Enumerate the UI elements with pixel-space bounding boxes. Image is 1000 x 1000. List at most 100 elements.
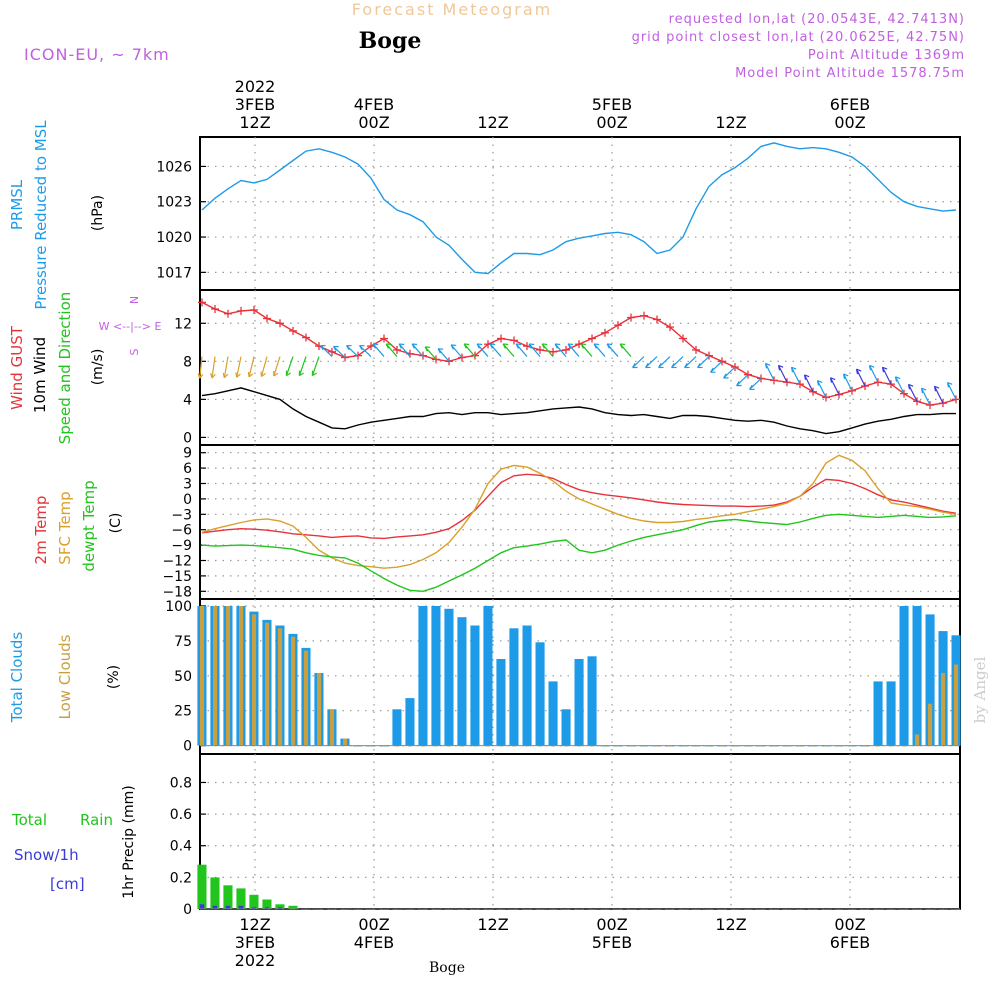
grid-point-coords: grid point closest lon,lat (20.0625E, 42…	[632, 30, 965, 45]
wind-arrow	[697, 356, 710, 369]
wind-arrow	[723, 366, 736, 379]
panels: 101710201023102604812−18−15−12−9−6−30369…	[156, 136, 961, 918]
wind-arrow	[803, 374, 814, 393]
total-label: Total	[11, 811, 47, 829]
wind-arrow	[247, 356, 255, 378]
time-axis-label: 5FEB	[592, 95, 632, 114]
wind-arrow	[273, 356, 281, 377]
wind-gust-label: Wind GUST	[8, 325, 26, 410]
temperature-ytick-label: 3	[183, 477, 192, 493]
temperature-ytick-label: −3	[171, 507, 192, 523]
footer-location: Boge	[429, 960, 465, 976]
wind-arrow	[868, 364, 879, 383]
precip-ytick-label: 0.8	[170, 775, 192, 791]
clouds-bar	[239, 606, 244, 746]
wind-arrow	[411, 343, 424, 357]
temp-unit-label: (C)	[108, 513, 124, 534]
clouds-ytick-label: 25	[174, 704, 192, 720]
clouds-bar	[522, 625, 532, 746]
gust-marker	[679, 334, 687, 343]
clouds-bar	[343, 738, 348, 746]
gust-marker	[198, 298, 206, 307]
wind-arrow	[285, 356, 294, 377]
wind-arrow	[777, 364, 788, 383]
wind-arrow	[515, 343, 528, 357]
compass-we: W <--|--> E	[99, 320, 162, 333]
wind-arrow	[580, 343, 593, 357]
wind-arrow	[424, 346, 437, 360]
wind-panel: 0 4 8 12	[174, 289, 961, 446]
temperature-ytick-label: −9	[171, 538, 192, 554]
temperature-ytick-label: 0	[183, 492, 192, 508]
temperature-series-0	[201, 473, 957, 540]
gust-marker	[510, 336, 518, 345]
time-axis-label: 4FEB	[354, 95, 394, 114]
clouds-bar	[265, 622, 270, 746]
gust-marker	[497, 334, 505, 343]
wind-arrow	[710, 360, 723, 373]
precip-bar	[210, 877, 220, 909]
gust-marker	[471, 351, 479, 360]
pressure-unit-label: (hPa)	[90, 195, 106, 231]
wind-arrow	[671, 356, 684, 369]
wind-arrow	[593, 343, 606, 357]
clouds-bar	[561, 709, 571, 746]
precip-bar	[264, 907, 270, 909]
temperature-ytick-label: −18	[162, 584, 192, 600]
temp-sfc-label: SFC Temp	[56, 491, 74, 564]
wind-arrow	[450, 344, 463, 358]
time-axis-label: 6FEB	[830, 95, 870, 114]
clouds-bar	[509, 628, 519, 746]
clouds-bar	[304, 650, 309, 746]
wind-arrow	[658, 356, 671, 369]
pressure-ytick-label: 1020	[156, 230, 192, 246]
wind-arrow	[933, 385, 944, 404]
wind-arrow	[398, 343, 411, 357]
gust-marker	[601, 328, 609, 337]
clouds-bar	[928, 703, 933, 746]
gust-marker	[354, 351, 362, 360]
pressure-labels: PRMSL Pressure Reduced to MSL (hPa)	[8, 120, 106, 310]
wind-arrow	[476, 343, 489, 357]
precip-bar	[249, 894, 259, 909]
wind-arrow	[606, 343, 619, 357]
wind-arrow	[567, 343, 580, 357]
compass-s: S	[128, 348, 141, 355]
wind-arrow	[385, 343, 398, 357]
time-axis-label: 00Z	[834, 113, 865, 132]
wind-arrow	[210, 356, 216, 379]
cloud-labels: Total Clouds Low Clouds (%)	[8, 632, 122, 724]
requested-coords: requested lon,lat (20.0543E, 42.7413N)	[669, 12, 965, 27]
gust-marker	[666, 323, 674, 332]
precip-bar	[225, 905, 231, 909]
clouds-bar	[457, 617, 467, 746]
time-axis-label: 12Z	[477, 915, 508, 934]
clouds-bar	[925, 614, 935, 746]
clouds-bar	[317, 673, 322, 746]
gust-marker	[211, 305, 219, 314]
gust-marker	[536, 345, 544, 354]
wind-arrow	[764, 362, 775, 381]
gust-marker	[614, 321, 622, 330]
wind-arrow	[619, 343, 632, 357]
time-axis-label: 00Z	[358, 915, 389, 934]
wind-ytick-label: 4	[183, 392, 192, 408]
precip-bar	[212, 905, 218, 909]
wind-arrow	[855, 368, 866, 387]
precip-bar	[199, 904, 205, 909]
total-clouds-label: Total Clouds	[8, 632, 26, 724]
gust-marker	[263, 314, 271, 323]
clouds-bar	[291, 636, 296, 746]
time-axis-label: 5FEB	[592, 933, 632, 952]
wind-arrow	[829, 377, 840, 395]
wind-unit-label: (m/s)	[90, 349, 106, 386]
wind-arrow	[632, 356, 645, 369]
wind-arrow	[311, 356, 320, 377]
clouds-bar	[431, 606, 441, 746]
clouds-bar	[912, 606, 922, 746]
wind-arrow	[298, 356, 307, 377]
time-axis-label: 00Z	[596, 915, 627, 934]
